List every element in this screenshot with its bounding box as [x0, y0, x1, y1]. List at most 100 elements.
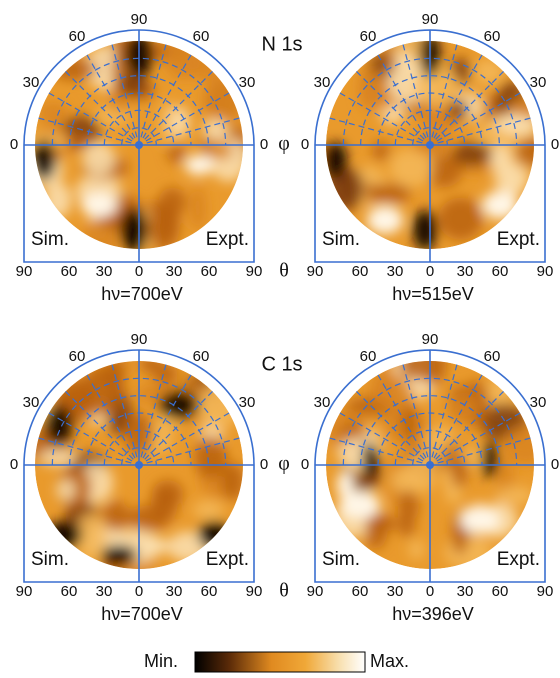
- blob: [408, 539, 425, 560]
- grid-arc: [360, 75, 500, 146]
- grid-ray: [38, 117, 132, 144]
- blob: [425, 153, 463, 188]
- phi-label: 0: [551, 456, 559, 473]
- grid-ray: [142, 54, 192, 139]
- theta-label: 30: [166, 263, 183, 280]
- grid-ray: [436, 92, 521, 142]
- sim-label: Sim.: [322, 549, 360, 570]
- blob: [326, 142, 347, 178]
- phi-label: 60: [360, 348, 377, 365]
- phi-label: 90: [131, 331, 148, 348]
- theta-symbol: θ: [279, 580, 289, 602]
- theta-label: 30: [457, 583, 474, 600]
- blob: [128, 505, 169, 532]
- blob: [399, 361, 447, 388]
- phi-label: 90: [422, 331, 439, 348]
- grid-arc: [69, 75, 209, 146]
- grid-arc: [69, 395, 209, 466]
- energy-label: hν=700eV: [101, 284, 183, 304]
- grid-ray: [339, 412, 424, 462]
- grid-ray: [433, 54, 483, 139]
- blob: [51, 58, 97, 81]
- energy-label: hν=515eV: [392, 284, 474, 304]
- blob: [412, 137, 456, 156]
- grid-ray: [431, 44, 458, 138]
- blob: [44, 182, 72, 219]
- expt-label: Expt.: [206, 549, 249, 570]
- theta-label: 60: [492, 583, 509, 600]
- phi-label: 90: [131, 11, 148, 28]
- blob: [450, 453, 468, 488]
- colorbar: [194, 651, 366, 673]
- phi-label: 90: [422, 11, 439, 28]
- panel-title: N 1s: [261, 33, 302, 55]
- blob: [494, 113, 534, 136]
- blob: [448, 99, 469, 120]
- blob: [193, 500, 224, 520]
- grid-arc: [360, 395, 500, 466]
- sim-label: Sim.: [31, 229, 69, 250]
- frame: [23, 29, 255, 263]
- colorbar-min: Min.: [144, 651, 178, 671]
- blob: [367, 206, 403, 234]
- theta-label: 90: [246, 263, 263, 280]
- blob: [152, 480, 184, 509]
- panel: 90 60 60 30 30 0 0 90 60 30 0 30 60 90 Sim. Expt. hν=396…: [301, 331, 559, 624]
- phi-label: 60: [360, 28, 377, 45]
- colorbar-max: Max.: [370, 651, 409, 671]
- theta-label: 90: [307, 263, 324, 280]
- grid-ray: [356, 391, 425, 460]
- grid-ray: [142, 374, 192, 459]
- theta-label: 60: [492, 263, 509, 280]
- blob: [372, 141, 390, 161]
- theta-label: 0: [426, 583, 434, 600]
- blob: [169, 106, 190, 139]
- blob: [444, 535, 493, 569]
- phi-symbol: φ: [278, 453, 290, 475]
- panel-title: C 1s: [261, 353, 302, 375]
- blob: [154, 363, 178, 386]
- theta-label: 60: [352, 263, 369, 280]
- grid-ray: [356, 71, 425, 140]
- grid-ray: [437, 117, 531, 144]
- phi-label: 60: [193, 348, 210, 365]
- grid-ray: [65, 391, 134, 460]
- blob: [81, 193, 117, 217]
- energy-label: hν=700eV: [101, 604, 183, 624]
- theta-label: 0: [426, 263, 434, 280]
- phi-label: 60: [484, 28, 501, 45]
- blob: [46, 521, 82, 549]
- blob: [140, 537, 171, 555]
- blob: [389, 148, 434, 188]
- theta-label: 90: [307, 583, 324, 600]
- blob: [75, 513, 107, 561]
- grid-ray: [329, 437, 423, 464]
- grid-ray: [86, 374, 136, 459]
- phi-label: 30: [23, 394, 40, 411]
- grid-ray: [111, 364, 138, 458]
- sim-label: Sim.: [31, 549, 69, 570]
- phi-label: 0: [301, 136, 309, 153]
- panel: 90 60 60 30 30 0 0 90 60 30 0 30 60 90 φ θ C 1s Sim. Expt.…: [10, 331, 303, 624]
- theta-label: 60: [201, 583, 218, 600]
- grid-ray: [431, 364, 458, 458]
- blob: [56, 479, 76, 501]
- blob: [38, 448, 77, 467]
- theta-label: 90: [537, 583, 554, 600]
- theta-symbol: θ: [279, 260, 289, 282]
- grid-ray: [435, 391, 504, 460]
- blob: [400, 404, 418, 443]
- panel: 90 60 60 30 30 0 0 90 60 30 0 30 60 90 Sim. Expt. hν=515…: [301, 11, 559, 304]
- phi-label: 60: [69, 348, 86, 365]
- blob: [120, 208, 148, 249]
- phi-label: 0: [260, 136, 268, 153]
- blob: [482, 442, 498, 478]
- phi-label: 30: [239, 74, 256, 91]
- blob: [364, 515, 399, 532]
- blob: [185, 155, 213, 175]
- grid-ray: [402, 364, 429, 458]
- grid-ray: [146, 117, 240, 144]
- theta-label: 30: [166, 583, 183, 600]
- theta-label: 30: [387, 583, 404, 600]
